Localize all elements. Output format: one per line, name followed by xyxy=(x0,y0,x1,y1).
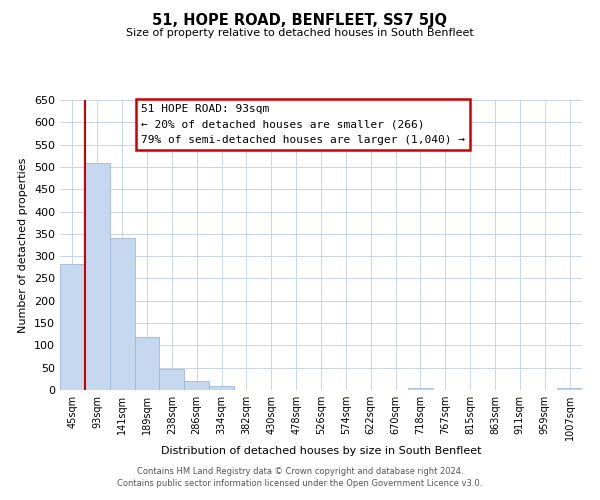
Bar xyxy=(160,369,184,390)
Bar xyxy=(209,386,234,390)
Bar xyxy=(184,381,209,390)
Bar xyxy=(110,238,134,390)
Text: 51, HOPE ROAD, BENFLEET, SS7 5JQ: 51, HOPE ROAD, BENFLEET, SS7 5JQ xyxy=(152,12,448,28)
Text: Contains public sector information licensed under the Open Government Licence v3: Contains public sector information licen… xyxy=(118,478,482,488)
Y-axis label: Number of detached properties: Number of detached properties xyxy=(19,158,28,332)
Text: 51 HOPE ROAD: 93sqm
← 20% of detached houses are smaller (266)
79% of semi-detac: 51 HOPE ROAD: 93sqm ← 20% of detached ho… xyxy=(141,104,465,145)
Bar xyxy=(60,264,85,390)
Bar xyxy=(557,388,582,390)
X-axis label: Distribution of detached houses by size in South Benfleet: Distribution of detached houses by size … xyxy=(161,446,481,456)
Text: Size of property relative to detached houses in South Benfleet: Size of property relative to detached ho… xyxy=(126,28,474,38)
Text: Contains HM Land Registry data © Crown copyright and database right 2024.: Contains HM Land Registry data © Crown c… xyxy=(137,467,463,476)
Bar xyxy=(134,338,160,390)
Bar xyxy=(85,164,110,390)
Bar xyxy=(408,388,433,390)
